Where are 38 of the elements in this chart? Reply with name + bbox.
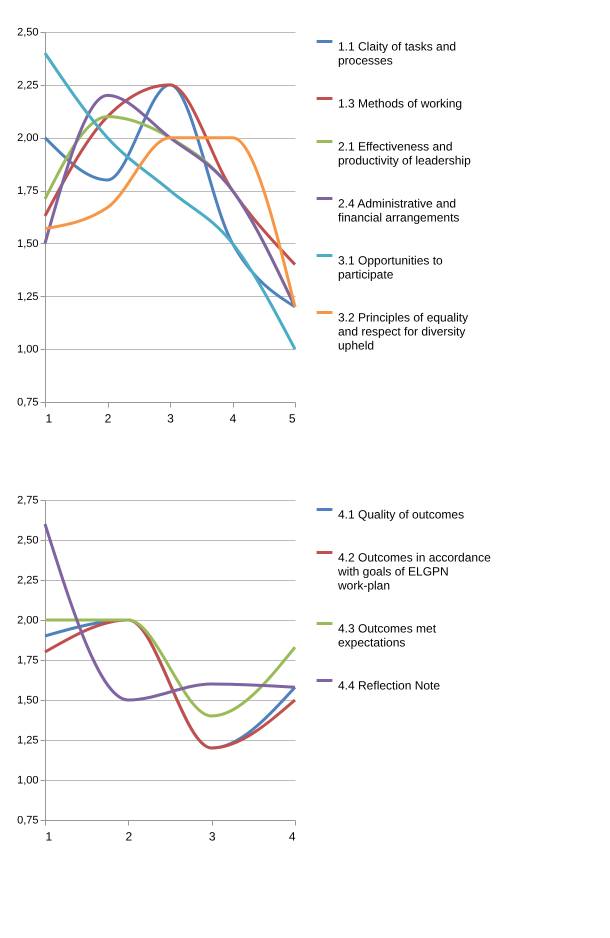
y-tick-label: 1,50 <box>17 238 38 250</box>
legend-label: 4.3 Outcomes met expectations <box>338 622 437 650</box>
y-tick-label: 2,25 <box>17 79 38 92</box>
legend-label: 1.3 Methods of working <box>338 96 462 110</box>
y-tick-label: 1,25 <box>17 734 38 746</box>
y-tick-label: 2,50 <box>17 26 38 38</box>
x-tick-label: 2 <box>104 412 112 426</box>
legend-label: 2.1 Effectiveness and productivity of leadership <box>338 140 472 168</box>
legend-label: 3.2 Principles of equality and respect for diversity upheld <box>338 310 468 352</box>
x-tick-label: 3 <box>208 830 216 844</box>
x-tick-label: 5 <box>288 412 296 426</box>
y-tick-label: 2,50 <box>17 534 38 546</box>
legend-label: 4.4 Reflection Note <box>338 678 440 692</box>
legend-label: 2.4 Administrative and financial arrangements <box>338 196 460 224</box>
y-tick-label: 2,25 <box>17 574 38 586</box>
x-tick-label: 4 <box>288 830 296 844</box>
x-tick-label: 2 <box>125 830 132 844</box>
line-series <box>44 522 296 702</box>
y-tick-label: 1,00 <box>17 774 38 786</box>
legend-label: 3.1 Opportunities to participate <box>338 254 444 282</box>
x-tick-label: 3 <box>167 412 174 426</box>
y-tick-label: 2,75 <box>17 494 38 506</box>
line-series <box>44 52 296 351</box>
legend-label: 4.2 Outcomes in accordance with goals of ELGPN work-plan <box>337 550 492 592</box>
y-tick-label: 0,75 <box>17 396 38 408</box>
legend-label: 1.1 Claity of tasks and processes <box>338 40 456 68</box>
y-tick-label: 1,00 <box>17 344 38 356</box>
y-tick-label: 2,00 <box>17 614 38 626</box>
y-tick-label: 1,75 <box>17 185 38 198</box>
y-tick-label: 2,00 <box>17 132 38 144</box>
x-tick-label: 1 <box>46 412 52 426</box>
y-tick-label: 0,75 <box>17 814 38 826</box>
legend-label: 4.1 Quality of outcomes <box>338 508 464 522</box>
x-tick-label: 4 <box>230 412 237 426</box>
y-tick-label: 1,75 <box>17 654 38 666</box>
x-tick-label: 1 <box>46 830 52 844</box>
y-tick-label: 1,25 <box>17 290 38 303</box>
y-tick-label: 1,50 <box>17 694 38 706</box>
